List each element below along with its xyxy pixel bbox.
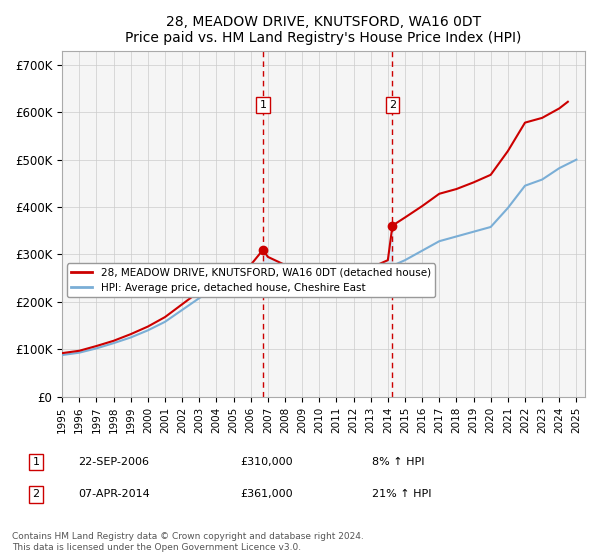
Text: 07-APR-2014: 07-APR-2014 (78, 489, 150, 500)
Text: 21% ↑ HPI: 21% ↑ HPI (372, 489, 431, 500)
Text: 1: 1 (32, 457, 40, 467)
Text: 8% ↑ HPI: 8% ↑ HPI (372, 457, 425, 467)
Text: 22-SEP-2006: 22-SEP-2006 (78, 457, 149, 467)
Text: 2: 2 (32, 489, 40, 500)
Text: £361,000: £361,000 (240, 489, 293, 500)
Text: 2: 2 (389, 100, 396, 110)
Legend: 28, MEADOW DRIVE, KNUTSFORD, WA16 0DT (detached house), HPI: Average price, deta: 28, MEADOW DRIVE, KNUTSFORD, WA16 0DT (d… (67, 264, 435, 297)
Text: £310,000: £310,000 (240, 457, 293, 467)
Title: 28, MEADOW DRIVE, KNUTSFORD, WA16 0DT
Price paid vs. HM Land Registry's House Pr: 28, MEADOW DRIVE, KNUTSFORD, WA16 0DT Pr… (125, 15, 522, 45)
Text: Contains HM Land Registry data © Crown copyright and database right 2024.
This d: Contains HM Land Registry data © Crown c… (12, 532, 364, 552)
Text: 1: 1 (260, 100, 266, 110)
